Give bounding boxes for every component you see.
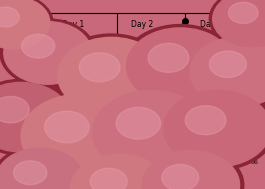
Text: Day 3: Day 3 [200, 19, 222, 29]
Circle shape [213, 0, 265, 47]
Text: Day 2: Day 2 [131, 19, 153, 29]
Circle shape [127, 28, 234, 104]
Circle shape [21, 34, 55, 58]
Circle shape [70, 154, 168, 189]
Circle shape [16, 91, 143, 181]
Circle shape [0, 146, 87, 189]
Circle shape [122, 25, 238, 108]
Circle shape [186, 34, 265, 110]
Circle shape [79, 53, 120, 82]
Circle shape [66, 151, 172, 189]
Circle shape [162, 164, 199, 189]
Circle shape [142, 150, 240, 189]
Circle shape [0, 96, 29, 123]
Circle shape [209, 51, 246, 77]
Circle shape [87, 87, 215, 178]
Circle shape [90, 168, 127, 189]
Circle shape [14, 161, 47, 185]
X-axis label: Illumination Time (hrs): Illumination Time (hrs) [107, 166, 195, 175]
Circle shape [116, 107, 161, 139]
Circle shape [45, 111, 89, 143]
Circle shape [228, 2, 258, 23]
Text: Day 1: Day 1 [62, 19, 84, 29]
Circle shape [53, 34, 170, 117]
Y-axis label: H₂ Evolution
(mmol/g of catalyst): H₂ Evolution (mmol/g of catalyst) [18, 49, 32, 120]
Circle shape [138, 147, 244, 189]
Circle shape [159, 87, 265, 170]
Circle shape [0, 0, 53, 51]
Circle shape [185, 106, 226, 135]
Circle shape [58, 37, 165, 114]
Circle shape [0, 0, 50, 49]
Circle shape [0, 148, 84, 189]
Circle shape [0, 82, 70, 152]
Circle shape [4, 22, 92, 84]
Circle shape [92, 91, 210, 174]
Circle shape [21, 94, 138, 178]
Circle shape [0, 7, 19, 27]
Circle shape [164, 90, 265, 167]
Circle shape [148, 43, 189, 72]
Circle shape [0, 19, 95, 87]
Circle shape [209, 0, 265, 49]
Circle shape [0, 79, 74, 155]
Circle shape [190, 37, 265, 107]
